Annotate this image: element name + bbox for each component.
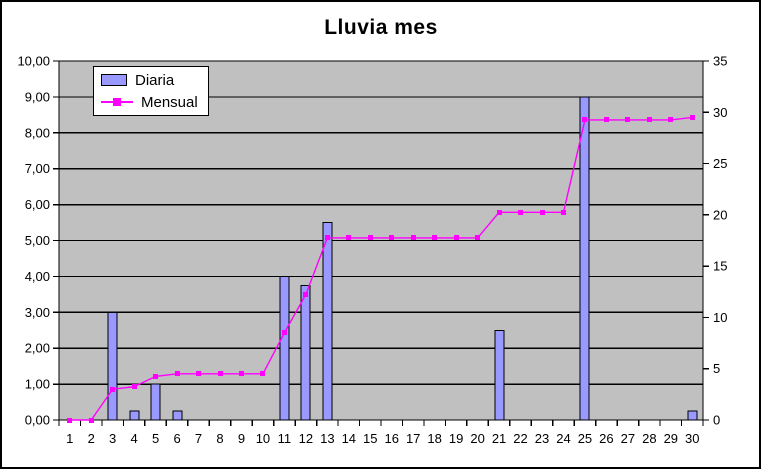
x-tick-label: 8: [216, 431, 223, 446]
y-left-tick-label: 4,00: [25, 269, 50, 284]
mensual-marker-day-8: [218, 371, 223, 376]
x-tick-label: 10: [256, 431, 270, 446]
y-right-tick-label: 25: [713, 156, 727, 171]
y-left-tick-label: 8,00: [25, 125, 50, 140]
y-right-tick-label: 30: [713, 105, 727, 120]
y-left-tick-label: 9,00: [25, 89, 50, 104]
x-tick-label: 11: [278, 431, 292, 446]
legend-label-diaria: Diaria: [135, 71, 175, 89]
bar-day-6: [172, 410, 183, 421]
x-tick-label: 26: [599, 431, 613, 446]
x-tick-label: 3: [109, 431, 116, 446]
mensual-marker-day-22: [518, 210, 523, 215]
y-left-tick-label: 7,00: [25, 161, 50, 176]
x-tick-label: 18: [427, 431, 441, 446]
mensual-marker-day-3: [110, 387, 115, 392]
legend-label-mensual: Mensual: [141, 93, 198, 111]
mensual-marker-day-5: [153, 374, 158, 379]
mensual-marker-day-15: [368, 235, 373, 240]
mensual-marker-day-27: [625, 117, 630, 122]
x-tick-label: 2: [88, 431, 95, 446]
mensual-marker-day-30: [690, 115, 695, 120]
bar-day-4: [129, 410, 140, 421]
mensual-marker-day-12: [303, 292, 308, 297]
mensual-marker-day-23: [540, 210, 545, 215]
mensual-marker-day-1: [67, 418, 72, 423]
x-tick-label: 23: [535, 431, 549, 446]
diaria-bar-swatch-icon: [101, 74, 127, 86]
x-tick-label: 17: [406, 431, 420, 446]
x-tick-label: 15: [363, 431, 377, 446]
bar-day-30: [687, 410, 698, 421]
x-tick-label: 30: [685, 431, 699, 446]
mensual-marker-day-24: [561, 210, 566, 215]
y-left-tick-label: 10,00: [17, 54, 50, 69]
mensual-marker-day-13: [325, 235, 330, 240]
x-tick-label: 4: [131, 431, 138, 446]
x-tick-label: 22: [513, 431, 527, 446]
x-tick-label: 29: [664, 431, 678, 446]
mensual-marker-day-2: [89, 418, 94, 423]
mensual-marker-day-18: [432, 235, 437, 240]
x-tick-label: 5: [152, 431, 159, 446]
mensual-marker-day-29: [668, 117, 673, 122]
legend-item-mensual: Mensual: [101, 93, 208, 111]
x-tick-label: 21: [492, 431, 506, 446]
mensual-marker-day-14: [346, 235, 351, 240]
y-right-tick-label: 10: [713, 310, 727, 325]
x-tick-label: 28: [642, 431, 656, 446]
y-left-tick-label: 2,00: [25, 341, 50, 356]
y-right-tick-label: 0: [713, 413, 720, 428]
x-tick-label: 1: [66, 431, 73, 446]
x-tick-label: 27: [621, 431, 635, 446]
x-tick-label: 6: [173, 431, 180, 446]
mensual-marker-day-28: [647, 117, 652, 122]
bar-day-13: [322, 222, 333, 421]
y-right-tick-label: 15: [713, 259, 727, 274]
x-tick-label: 7: [195, 431, 202, 446]
x-tick-label: 25: [578, 431, 592, 446]
y-left-tick-label: 0,00: [25, 413, 50, 428]
y-left-tick-label: 6,00: [25, 197, 50, 212]
mensual-marker-day-16: [389, 235, 394, 240]
x-tick-label: 19: [449, 431, 463, 446]
mensual-marker-day-17: [411, 235, 416, 240]
mensual-marker-day-11: [282, 330, 287, 335]
mensual-marker-day-4: [132, 384, 137, 389]
mensual-marker-day-20: [475, 235, 480, 240]
y-left-tick-label: 5,00: [25, 233, 50, 248]
y-left-tick-label: 1,00: [25, 377, 50, 392]
mensual-marker-day-9: [239, 371, 244, 376]
mensual-marker-day-21: [497, 210, 502, 215]
legend-item-diaria: Diaria: [101, 71, 208, 89]
x-tick-label: 24: [556, 431, 570, 446]
x-tick-label: 14: [342, 431, 356, 446]
bar-day-12: [300, 284, 311, 421]
x-tick-label: 9: [238, 431, 245, 446]
y-right-tick-label: 5: [713, 361, 720, 376]
y-right-tick-label: 20: [713, 207, 727, 222]
x-tick-label: 16: [384, 431, 398, 446]
bar-day-11: [279, 275, 290, 421]
x-tick-label: 13: [320, 431, 334, 446]
bar-day-25: [579, 96, 590, 421]
legend: Diaria Mensual: [93, 66, 209, 116]
bar-day-5: [150, 383, 161, 421]
bar-day-21: [494, 329, 505, 421]
mensual-line-swatch-icon: [101, 96, 133, 108]
x-tick-label: 20: [470, 431, 484, 446]
mensual-marker-day-25: [582, 117, 587, 122]
mensual-marker-day-10: [260, 371, 265, 376]
mensual-marker-day-26: [604, 117, 609, 122]
y-left-tick-label: 3,00: [25, 305, 50, 320]
chart-title: Lluvia mes: [324, 16, 438, 39]
x-tick-label: 12: [299, 431, 313, 446]
mensual-marker-day-7: [196, 371, 201, 376]
y-right-tick-label: 35: [713, 54, 727, 69]
mensual-marker-day-6: [175, 371, 180, 376]
mensual-line: [69, 116, 693, 421]
mensual-marker-day-19: [454, 235, 459, 240]
bar-day-3: [107, 311, 118, 421]
